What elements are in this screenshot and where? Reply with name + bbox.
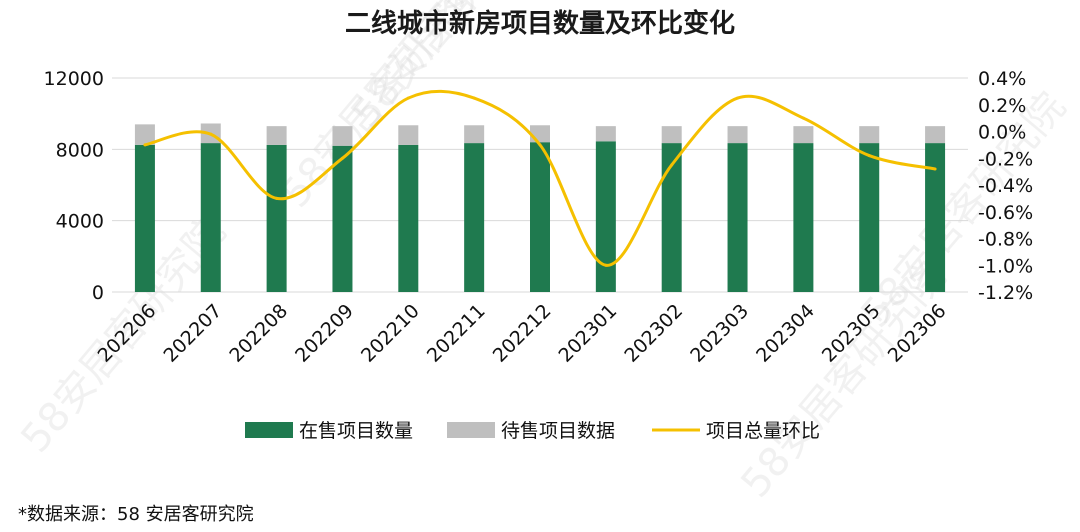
x-axis: 202206 202207 202208 202209 202210 202211 2022… xyxy=(94,300,951,367)
line-point-202305 xyxy=(867,154,871,158)
x-tick-label: 202304 xyxy=(752,300,819,367)
bar-pending-202209 xyxy=(332,126,353,146)
y-left-tick-label: 4000 xyxy=(56,211,104,233)
bar-pending-202305 xyxy=(859,126,880,144)
y-axis-left: 0 4000 8000 12000 xyxy=(44,68,104,304)
x-tick-label: 202210 xyxy=(357,300,424,367)
bars xyxy=(134,123,946,292)
line-point-202212 xyxy=(538,143,542,147)
bar-pending-202304 xyxy=(793,126,814,144)
x-tick-label: 202302 xyxy=(620,300,687,367)
y-right-tick-label: -0.8% xyxy=(978,229,1033,251)
bar-pending-202210 xyxy=(398,125,419,145)
legend-swatch xyxy=(245,422,293,438)
y-right-tick-label: 0.0% xyxy=(978,122,1026,144)
legend-swatch xyxy=(447,422,495,438)
bar-on-sale-202306 xyxy=(925,143,946,292)
bar-pending-202303 xyxy=(727,126,748,144)
bar-on-sale-202301 xyxy=(595,141,616,292)
x-tick-label: 202303 xyxy=(686,300,753,367)
y-left-tick-label: 8000 xyxy=(56,139,104,161)
line-point-202208 xyxy=(275,196,279,200)
x-tick-label: 202211 xyxy=(423,300,490,367)
line-point-202206 xyxy=(143,143,147,147)
y-right-tick-label: 0.2% xyxy=(978,95,1026,117)
bar-on-sale-202212 xyxy=(530,142,550,292)
line-point-202210 xyxy=(406,96,410,100)
y-axis-right: 0.4% 0.2% 0.0% -0.2% -0.4% -0.6% -0.8% -1.0% -1.… xyxy=(978,68,1033,304)
bar-on-sale-202208 xyxy=(266,144,287,292)
source-note: *数据来源：58 安居客研究院 xyxy=(18,504,254,525)
bar-on-sale-202211 xyxy=(464,143,485,292)
y-right-tick-label: -0.4% xyxy=(978,175,1033,197)
legend-label: 项目总量环比 xyxy=(706,420,820,442)
line-point-202302 xyxy=(670,163,674,167)
bar-on-sale-202210 xyxy=(398,144,419,292)
legend: 在售项目数量 待售项目数据 项目总量环比 xyxy=(245,420,820,442)
line-point-202207 xyxy=(209,132,213,136)
x-tick-label: 202212 xyxy=(489,300,556,367)
line-point-202306 xyxy=(933,167,937,171)
bar-on-sale-202305 xyxy=(859,143,880,292)
y-left-tick-label: 0 xyxy=(92,282,104,304)
bar-on-sale-202302 xyxy=(661,143,682,292)
y-right-tick-label: -1.2% xyxy=(978,282,1033,304)
chart-title: 二线城市新房项目数量及环比变化 xyxy=(345,8,735,39)
line-point-202304 xyxy=(801,116,805,120)
line-point-202303 xyxy=(736,96,740,100)
line-point-202211 xyxy=(472,96,476,100)
x-tick-label: 202301 xyxy=(555,300,622,367)
bar-pending-202302 xyxy=(661,126,682,144)
bar-pending-202212 xyxy=(530,125,550,143)
legend-label: 在售项目数量 xyxy=(299,420,413,442)
watermark-text: 58安居客研究院 xyxy=(852,84,1074,336)
x-tick-label: 202209 xyxy=(291,300,358,367)
bar-on-sale-202207 xyxy=(200,143,221,292)
bar-pending-202208 xyxy=(266,126,287,145)
y-right-tick-label: -0.2% xyxy=(978,148,1033,170)
bar-on-sale-202209 xyxy=(332,145,353,292)
bar-pending-202306 xyxy=(925,126,946,144)
bar-on-sale-202304 xyxy=(793,143,814,292)
line-point-202209 xyxy=(340,156,344,160)
y-right-tick-label: -1.0% xyxy=(978,255,1033,277)
x-tick-label: 202208 xyxy=(225,300,292,367)
bar-pending-202206 xyxy=(134,124,155,145)
bar-on-sale-202206 xyxy=(134,144,155,292)
y-left-tick-label: 12000 xyxy=(44,68,104,90)
bar-pending-202301 xyxy=(595,126,616,142)
line-point-202301 xyxy=(604,263,608,267)
legend-label: 待售项目数据 xyxy=(501,420,615,442)
bar-on-sale-202303 xyxy=(727,143,748,292)
y-right-tick-label: -0.6% xyxy=(978,202,1033,224)
bar-pending-202211 xyxy=(464,125,485,144)
line-series xyxy=(143,89,937,267)
y-right-tick-label: 0.4% xyxy=(978,68,1026,90)
